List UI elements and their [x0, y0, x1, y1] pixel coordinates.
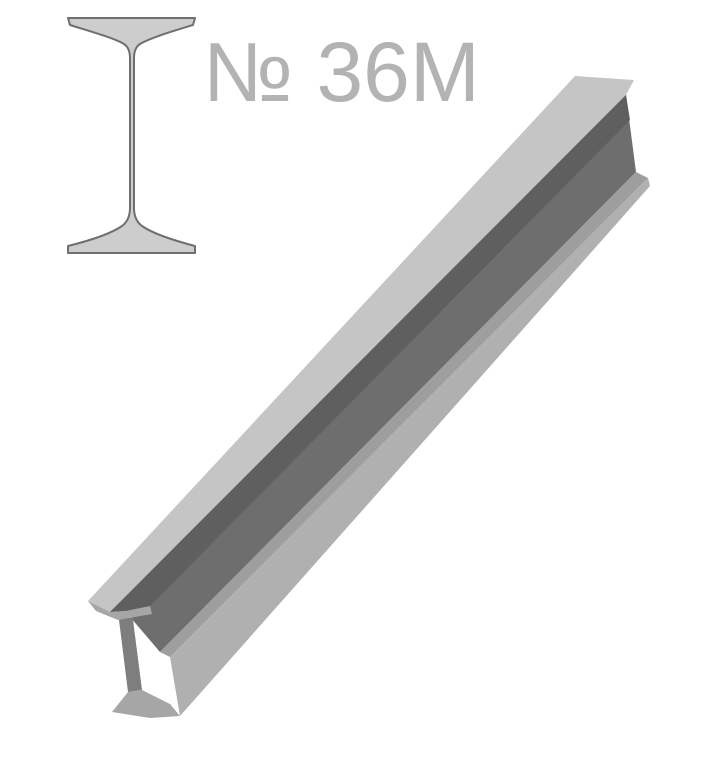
cross-section-shape [67, 17, 196, 254]
i-beam-cross-section-icon [67, 17, 196, 254]
bottom-flange-side [170, 178, 650, 716]
top-flange-surface [88, 76, 634, 612]
i-beam-3d-model [88, 76, 650, 718]
end-face-bottom-flange [112, 690, 180, 718]
bottom-flange-edge [160, 172, 648, 657]
end-face-web [118, 612, 142, 692]
web-shadow-strip [110, 95, 630, 612]
profile-number-label: № 36M [203, 25, 480, 119]
end-face-top-flange [88, 601, 152, 620]
